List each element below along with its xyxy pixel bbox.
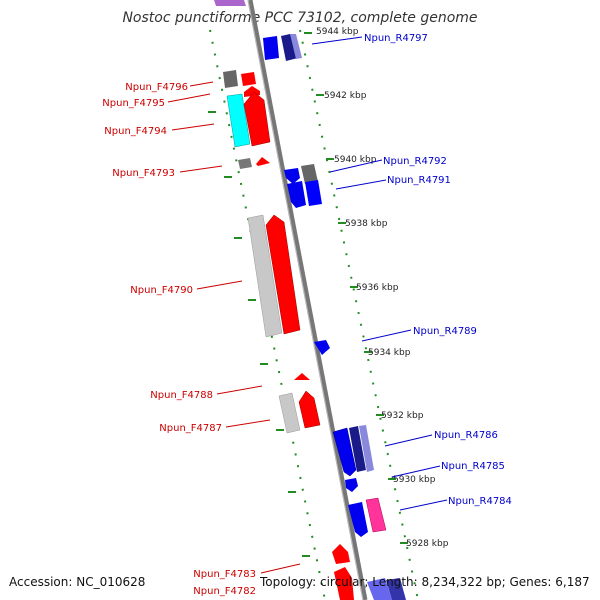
page-title: Nostoc punctiforme PCC 73102, complete g… — [122, 10, 478, 26]
gene-feature — [247, 214, 283, 338]
gene-feature — [278, 392, 301, 434]
scale-label: 5938 kbp — [345, 219, 388, 229]
gene-label: Npun_F4788 — [150, 390, 213, 401]
gene-feature — [243, 91, 271, 147]
gene-feature — [241, 72, 256, 86]
gene-label: Npun_R4786 — [434, 430, 498, 441]
gene-feature — [290, 34, 302, 59]
scale-labels: 5944 kbp 5942 kbp 5940 kbp 5938 kbp 5936… — [316, 27, 449, 549]
gene-feature — [359, 425, 374, 472]
forward-labels: Npun_F4796 Npun_F4795 Npun_F4794 Npun_F4… — [102, 82, 256, 597]
accession-text: Accession: NC_010628 — [9, 575, 146, 589]
gene-feature — [287, 181, 306, 208]
scale-label: 5944 kbp — [316, 27, 359, 37]
gene-label: Npun_F4794 — [104, 126, 167, 137]
gene-feature — [294, 373, 310, 380]
gene-feature — [305, 180, 322, 206]
genome-backbone — [247, 0, 368, 600]
forward-genes — [214, 0, 354, 600]
gene-label: Npun_R4797 — [364, 33, 428, 44]
gene-label: Npun_F4793 — [112, 168, 175, 179]
gene-feature — [386, 578, 406, 600]
left-tick-marks — [208, 111, 310, 557]
scale-label: 5934 kbp — [368, 348, 411, 358]
scale-label: 5940 kbp — [334, 155, 377, 165]
gene-feature — [365, 497, 387, 533]
scale-label: 5930 kbp — [393, 475, 436, 485]
track-guides — [209, 29, 419, 600]
gene-feature — [348, 502, 368, 537]
scale-label: 5928 kbp — [406, 539, 449, 549]
right-tick-marks — [304, 32, 408, 544]
gene-feature — [332, 544, 350, 564]
gene-feature — [314, 340, 330, 355]
gene-label: Npun_F4783 — [193, 569, 256, 580]
gene-feature — [281, 34, 298, 61]
gene-feature — [332, 427, 357, 477]
gene-label: Npun_F4795 — [102, 98, 165, 109]
gene-feature — [265, 214, 301, 335]
gene-feature — [367, 578, 392, 600]
gene-feature — [238, 158, 252, 169]
gene-feature — [214, 0, 246, 6]
gene-feature — [349, 426, 366, 472]
gene-feature — [301, 164, 318, 184]
forward-label-lines — [167, 81, 301, 574]
gene-feature — [263, 36, 279, 60]
gene-label: Npun_F4787 — [159, 423, 222, 434]
gene-feature — [298, 390, 321, 429]
gene-feature — [334, 567, 354, 600]
scale-label: 5936 kbp — [356, 283, 399, 293]
gene-feature — [345, 478, 358, 492]
gene-label: Npun_F4796 — [125, 82, 188, 93]
gene-label: Npun_F4790 — [130, 285, 193, 296]
scale-label: 5942 kbp — [324, 91, 367, 101]
reverse-label-lines — [311, 36, 448, 511]
reverse-genes — [263, 34, 406, 600]
gene-label: Npun_R4792 — [383, 156, 447, 167]
gene-feature — [284, 168, 300, 184]
gene-label: Npun_R4789 — [413, 326, 477, 337]
gene-feature — [226, 93, 251, 148]
gene-label: Npun_R4791 — [387, 175, 451, 186]
gene-label: Npun_R4784 — [448, 496, 512, 507]
scale-label: 5932 kbp — [381, 411, 424, 421]
reverse-labels: Npun_R4797 Npun_R4792 Npun_R4791 Npun_R4… — [364, 33, 512, 507]
topology-text: Topology: circular; Length: 8,234,322 bp… — [260, 575, 590, 589]
gene-label: Npun_F4782 — [193, 586, 256, 597]
gene-feature — [223, 70, 238, 88]
gene-feature — [256, 157, 270, 166]
gene-label: Npun_R4785 — [441, 461, 505, 472]
